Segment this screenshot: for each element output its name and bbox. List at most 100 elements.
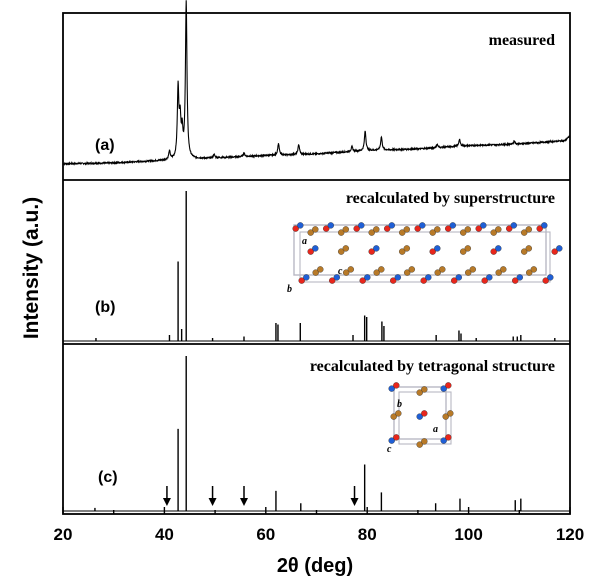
- atom: [312, 245, 319, 252]
- atom: [530, 266, 537, 273]
- atom: [506, 225, 513, 232]
- atom: [490, 248, 497, 255]
- atom: [556, 245, 563, 252]
- atom: [480, 222, 487, 229]
- atom: [434, 226, 441, 233]
- atom: [516, 274, 523, 281]
- atom: [420, 277, 427, 284]
- atom: [460, 248, 467, 255]
- atom: [342, 226, 349, 233]
- tetragonal-inset: b a c: [387, 382, 454, 455]
- inset-axis-c: c: [338, 266, 343, 277]
- x-tick-label: 60: [256, 525, 275, 544]
- atom: [303, 274, 310, 281]
- atom: [399, 248, 406, 255]
- atom: [445, 382, 452, 389]
- atom: [368, 229, 375, 236]
- x-tick-labels: 20 40 60 80 100 120: [54, 525, 585, 544]
- atom: [475, 225, 482, 232]
- data-layer: [62, 0, 571, 512]
- atom: [298, 277, 305, 284]
- atom: [394, 274, 401, 281]
- atom: [434, 245, 441, 252]
- y-axis-label: Intensity (a.u.): [20, 197, 43, 339]
- atom: [403, 226, 410, 233]
- atom: [429, 248, 436, 255]
- atom: [399, 229, 406, 236]
- atom: [451, 277, 458, 284]
- atom: [327, 222, 334, 229]
- atom: [425, 274, 432, 281]
- atom: [388, 222, 395, 229]
- atom: [416, 389, 423, 396]
- atom: [364, 274, 371, 281]
- atom: [395, 410, 402, 417]
- atom: [359, 277, 366, 284]
- atom: [526, 269, 533, 276]
- arrow-head: [162, 498, 171, 506]
- atom: [464, 245, 471, 252]
- atom: [353, 225, 360, 232]
- atom: [307, 248, 314, 255]
- atom: [512, 277, 519, 284]
- arrow-head: [208, 498, 217, 506]
- x-tick-label: 40: [155, 525, 174, 544]
- atom: [414, 225, 421, 232]
- atom: [312, 226, 319, 233]
- atom: [445, 225, 452, 232]
- atom: [495, 269, 502, 276]
- atom: [419, 222, 426, 229]
- atom: [416, 441, 423, 448]
- atom: [390, 413, 397, 420]
- atom: [421, 438, 428, 445]
- x-axis-label: 2θ (deg): [277, 555, 353, 577]
- atom: [421, 386, 428, 393]
- atom: [447, 410, 454, 417]
- atom: [439, 266, 446, 273]
- atom: [495, 245, 502, 252]
- arrow-head: [350, 498, 359, 506]
- atom: [547, 274, 554, 281]
- atom: [445, 434, 452, 441]
- atom: [510, 222, 517, 229]
- atom: [521, 248, 528, 255]
- atom: [429, 229, 436, 236]
- atom: [525, 245, 532, 252]
- panel-a-title: measured: [489, 32, 555, 49]
- atom: [449, 222, 456, 229]
- inset-axis-b: b: [397, 399, 402, 410]
- atom: [442, 413, 449, 420]
- atom: [521, 229, 528, 236]
- atom: [536, 225, 543, 232]
- atom: [317, 266, 324, 273]
- atom: [490, 229, 497, 236]
- atom: [542, 277, 549, 284]
- atom: [390, 277, 397, 284]
- plot-frame: [62, 12, 571, 515]
- atom: [500, 266, 507, 273]
- atom: [342, 245, 349, 252]
- atom: [312, 269, 319, 276]
- atom: [333, 274, 340, 281]
- atom: [329, 277, 336, 284]
- x-tick-label: 80: [358, 525, 377, 544]
- atom: [338, 229, 345, 236]
- inset-axis-c: c: [387, 444, 392, 455]
- atom: [486, 274, 493, 281]
- atom: [292, 225, 299, 232]
- atom: [384, 225, 391, 232]
- atom: [393, 434, 400, 441]
- atom: [551, 248, 558, 255]
- inset-axis-a: a: [433, 424, 438, 435]
- atom: [465, 269, 472, 276]
- atom: [408, 266, 415, 273]
- atom: [393, 382, 400, 389]
- inset-axis-a: a: [302, 236, 307, 247]
- measured-trace: [62, 0, 571, 166]
- x-tick-label: 20: [54, 525, 73, 544]
- atom: [525, 226, 532, 233]
- atom: [440, 385, 447, 392]
- atom: [434, 269, 441, 276]
- atom: [368, 248, 375, 255]
